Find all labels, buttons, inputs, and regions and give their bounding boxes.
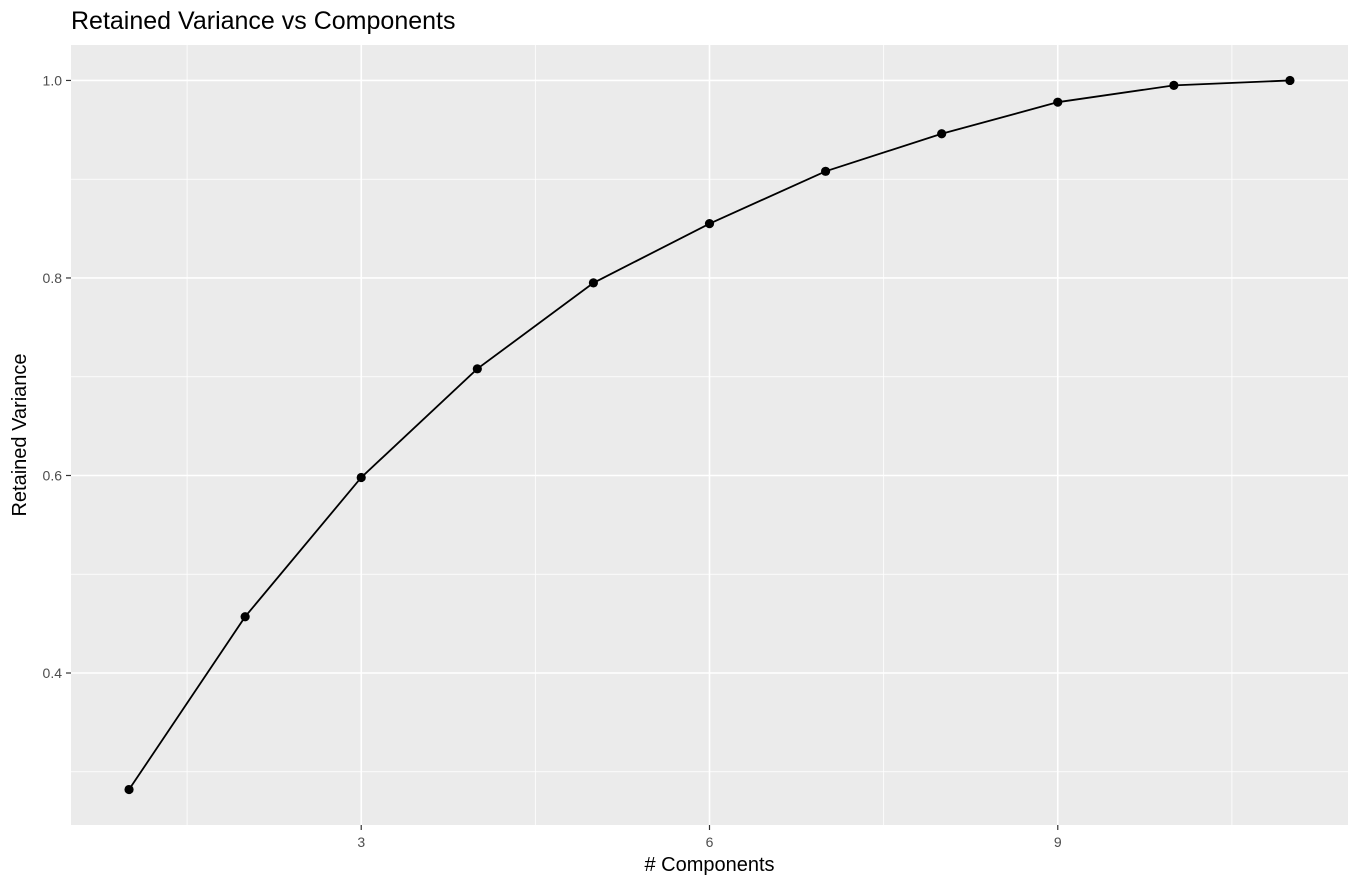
- data-point: [937, 129, 947, 139]
- y-tick-label: 1.0: [43, 72, 63, 88]
- data-point: [1285, 75, 1295, 86]
- data-point: [588, 278, 599, 288]
- x-tick-label: 3: [357, 834, 365, 850]
- data-point: [1053, 97, 1063, 107]
- y-tick-label: 0.6: [43, 467, 63, 483]
- data-point: [1169, 80, 1179, 90]
- y-axis-ticks: 0.4 0.6 0.8 1.0: [43, 72, 71, 681]
- data-point: [472, 364, 482, 374]
- data-point: [124, 784, 134, 795]
- data-point: [356, 472, 366, 483]
- x-axis-ticks: 3 6 9: [357, 825, 1062, 850]
- y-axis-label: Retained Variance: [9, 353, 31, 516]
- x-axis-label: # Components: [644, 854, 774, 876]
- data-point: [820, 166, 831, 176]
- major-gridlines: [71, 45, 1348, 825]
- y-tick-label: 0.4: [43, 665, 63, 681]
- data-point: [704, 219, 715, 229]
- data-points: [124, 75, 1295, 795]
- data-point: [240, 612, 250, 622]
- x-tick-label: 9: [1054, 834, 1062, 850]
- chart-title: Retained Variance vs Components: [71, 7, 455, 35]
- x-tick-label: 6: [706, 834, 714, 850]
- y-tick-label: 0.8: [43, 270, 63, 286]
